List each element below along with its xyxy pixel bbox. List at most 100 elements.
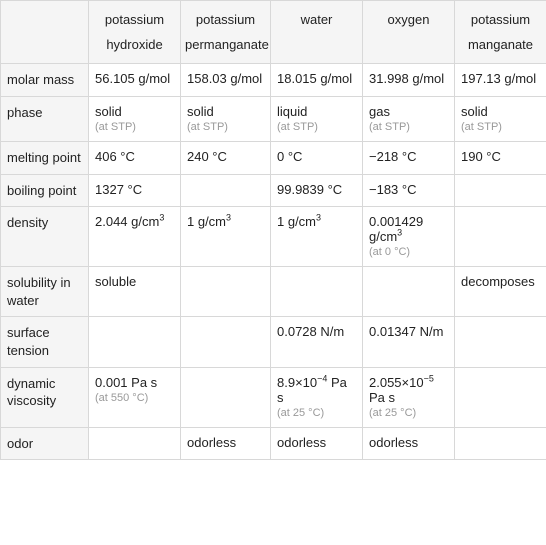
table-cell: decomposes (455, 267, 546, 317)
cell-value: 31.998 g/mol (369, 71, 444, 86)
cell-value: −183 °C (369, 182, 416, 197)
table-cell (181, 367, 271, 427)
table-cell (181, 267, 271, 317)
table-cell: solid (at STP) (89, 96, 181, 141)
cell-subvalue: (at STP) (95, 121, 174, 134)
table-cell: 240 °C (181, 142, 271, 175)
table-cell: 0 °C (271, 142, 363, 175)
cell-value: 197.13 g/mol (461, 71, 536, 86)
table-cell: odorless (363, 427, 455, 460)
table-row: surface tension0.0728 N/m0.01347 N/m (1, 317, 546, 367)
cell-value: 2.055×10−5 Pa s (369, 375, 434, 405)
table-cell: solid (at STP) (455, 96, 546, 141)
row-label: solubility in water (1, 267, 89, 317)
cell-value: −218 °C (369, 149, 416, 164)
cell-value: solid (95, 104, 122, 119)
table-cell: 8.9×10−4 Pa s (at 25 °C) (271, 367, 363, 427)
cell-value: 190 °C (461, 149, 501, 164)
table-row: solubility in water soluble decomposes (1, 267, 546, 317)
row-label: dynamic viscosity (1, 367, 89, 427)
table-cell: liquid (at STP) (271, 96, 363, 141)
cell-subvalue: (at STP) (461, 121, 540, 134)
cell-subvalue: (at 0 °C) (369, 246, 448, 259)
cell-subvalue: (at 550 °C) (95, 392, 174, 405)
row-label: odor (1, 427, 89, 460)
table-cell: 56.105 g/mol (89, 64, 181, 97)
table-cell: gas(at STP) (363, 96, 455, 141)
table-cell: 1 g/cm3 (181, 207, 271, 267)
col-header: water (271, 1, 363, 64)
cell-value: 1 g/cm3 (277, 214, 321, 229)
cell-value: 0.001 Pa s (95, 375, 157, 390)
table-cell (271, 267, 363, 317)
table-cell: 2.055×10−5 Pa s (at 25 °C) (363, 367, 455, 427)
table-cell: solid(at STP) (181, 96, 271, 141)
table-cell (455, 207, 546, 267)
cell-value: odorless (369, 435, 418, 450)
corner-cell (1, 1, 89, 64)
table-cell: 2.044 g/cm3 (89, 207, 181, 267)
table-cell (455, 427, 546, 460)
table-row: odor odorless odorless odorless (1, 427, 546, 460)
table-cell: 0.0728 N/m (271, 317, 363, 367)
col-header: potassium hydroxide (89, 1, 181, 64)
cell-value: 0.01347 N/m (369, 324, 443, 339)
table-cell: odorless (271, 427, 363, 460)
cell-value: solid (461, 104, 488, 119)
table-row: dynamic viscosity 0.001 Pa s (at 550 °C) 8.… (1, 367, 546, 427)
cell-subvalue: (at STP) (277, 121, 356, 134)
cell-value: 99.9839 °C (277, 182, 342, 197)
table-cell: −183 °C (363, 174, 455, 207)
cell-value: gas (369, 104, 390, 119)
table-cell: 18.015 g/mol (271, 64, 363, 97)
cell-value: 0 °C (277, 149, 302, 164)
cell-value: 406 °C (95, 149, 135, 164)
cell-value: 1 g/cm3 (187, 214, 231, 229)
table-row: molar mass56.105 g/mol 158.03 g/mol 18.015… (1, 64, 546, 97)
cell-value: 18.015 g/mol (277, 71, 352, 86)
cell-value: 240 °C (187, 149, 227, 164)
table-cell: 190 °C (455, 142, 546, 175)
row-label: molar mass (1, 64, 89, 97)
cell-value: 0.0728 N/m (277, 324, 344, 339)
table-cell: 31.998 g/mol (363, 64, 455, 97)
cell-value: 8.9×10−4 Pa s (277, 375, 347, 405)
table-cell (89, 427, 181, 460)
col-header: potassium permanganate (181, 1, 271, 64)
table-cell: 0.01347 N/m (363, 317, 455, 367)
table-cell: 99.9839 °C (271, 174, 363, 207)
table-cell (181, 174, 271, 207)
table-row: phasesolid(at STP)solid(at STP)liquid(at… (1, 96, 546, 141)
table-cell (89, 317, 181, 367)
properties-table: potassium hydroxide potassium permangana… (0, 0, 546, 460)
row-label: boiling point (1, 174, 89, 207)
table-cell: 1 g/cm3 (271, 207, 363, 267)
table-cell (455, 174, 546, 207)
table-row: boiling point1327 °C 99.9839 °C −183 °C (1, 174, 546, 207)
cell-value: 0.001429 g/cm3 (369, 214, 423, 244)
row-label: density (1, 207, 89, 267)
row-label: phase (1, 96, 89, 141)
table-cell (455, 317, 546, 367)
table-cell: 1327 °C (89, 174, 181, 207)
table-row: melting point406 °C240 °C0 °C−218 °C190 … (1, 142, 546, 175)
cell-value: odorless (187, 435, 236, 450)
table-cell (363, 267, 455, 317)
cell-value: 158.03 g/mol (187, 71, 262, 86)
table-cell: 158.03 g/mol (181, 64, 271, 97)
table-cell: soluble (89, 267, 181, 317)
col-header: potassium manganate (455, 1, 546, 64)
cell-value: liquid (277, 104, 307, 119)
cell-value: decomposes (461, 274, 535, 289)
table-cell: −218 °C (363, 142, 455, 175)
cell-value: soluble (95, 274, 136, 289)
table-cell: 406 °C (89, 142, 181, 175)
col-header: oxygen (363, 1, 455, 64)
cell-subvalue: (at 25 °C) (277, 407, 356, 420)
table-cell (455, 367, 546, 427)
cell-value: odorless (277, 435, 326, 450)
cell-value: solid (187, 104, 214, 119)
table-cell: odorless (181, 427, 271, 460)
cell-subvalue: (at 25 °C) (369, 407, 448, 420)
header-row: potassium hydroxide potassium permangana… (1, 1, 546, 64)
